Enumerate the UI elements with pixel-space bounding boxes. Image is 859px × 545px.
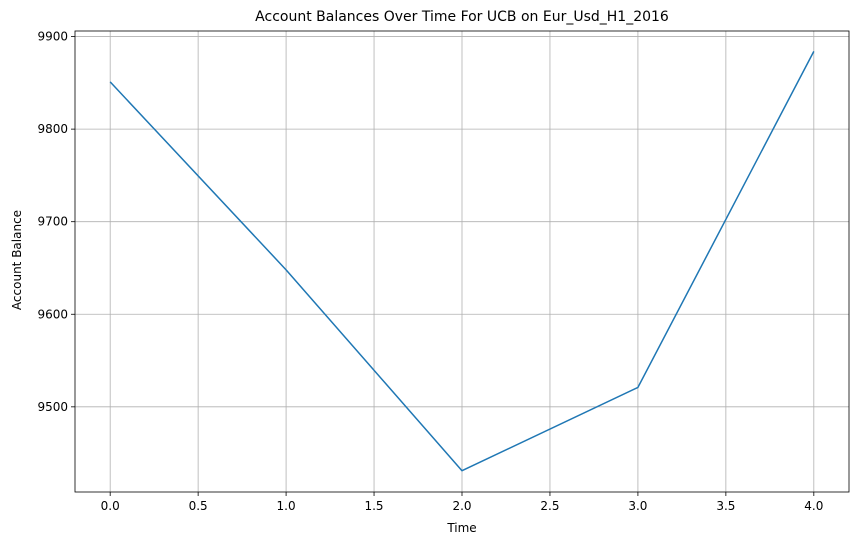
x-tick-label: 4.0 xyxy=(804,499,823,513)
x-axis: 0.0 0.5 1.0 1.5 2.0 2.5 3.0 3.5 4.0 xyxy=(101,492,823,513)
x-tick-label: 3.5 xyxy=(716,499,735,513)
series-line-0 xyxy=(109,51,815,472)
series-group xyxy=(109,51,815,472)
y-tick-label: 9500 xyxy=(37,400,68,414)
x-tick-label: 1.0 xyxy=(277,499,296,513)
chart-title: Account Balances Over Time For UCB on Eu… xyxy=(255,9,669,25)
y-tick-label: 9800 xyxy=(37,122,68,136)
x-tick-label: 0.5 xyxy=(189,499,208,513)
x-tick-label: 0.0 xyxy=(101,499,120,513)
x-tick-label: 3.0 xyxy=(628,499,647,513)
y-axis-label: Account Balance xyxy=(10,210,24,310)
y-tick-label: 9700 xyxy=(37,215,68,229)
y-tick-label: 9900 xyxy=(37,30,68,44)
y-axis: 9500 9600 9700 9800 9900 xyxy=(37,30,75,414)
x-tick-label: 1.5 xyxy=(364,499,383,513)
x-tick-label: 2.5 xyxy=(540,499,559,513)
grid-lines xyxy=(75,31,849,492)
y-tick-label: 9600 xyxy=(37,307,68,321)
x-tick-label: 2.0 xyxy=(452,499,471,513)
x-axis-label: Time xyxy=(446,521,476,535)
